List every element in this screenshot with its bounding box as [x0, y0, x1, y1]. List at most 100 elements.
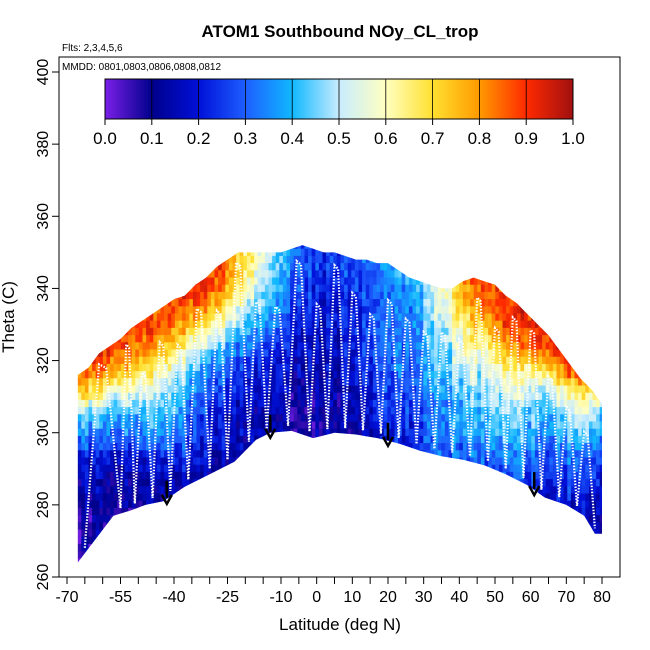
heatmap-cell: [228, 421, 233, 430]
heatmap-cell: [426, 450, 431, 458]
heatmap-cell: [419, 529, 424, 538]
heatmap-cell: [434, 421, 439, 430]
heatmap-cell: [333, 371, 338, 379]
heatmap-cell: [326, 245, 331, 250]
heatmap-cell: [84, 284, 89, 293]
heatmap-cell: [459, 320, 464, 329]
heatmap-cell: [318, 479, 323, 487]
heatmap-cell: [225, 363, 230, 372]
heatmap-cell: [405, 342, 410, 350]
heatmap-cell: [153, 529, 158, 538]
heatmap-cell: [221, 450, 226, 458]
heatmap-cell: [232, 471, 237, 480]
heatmap-cell: [261, 479, 266, 487]
heatmap-cell: [236, 248, 241, 257]
heatmap-cell: [261, 435, 266, 444]
heatmap-cell: [426, 464, 431, 473]
heatmap-cell: [120, 263, 125, 271]
heatmap-cell: [92, 566, 96, 574]
heatmap-cell: [408, 313, 413, 322]
heatmap-cell: [178, 270, 183, 278]
heatmap-cell: [214, 457, 219, 466]
heatmap-cell: [387, 327, 392, 336]
heatmap-cell: [405, 529, 410, 538]
heatmap-cell: [416, 356, 421, 365]
heatmap-cell: [365, 255, 370, 264]
heatmap-cell: [113, 378, 118, 386]
heatmap-cell: [315, 356, 320, 365]
heatmap-cell: [283, 566, 287, 574]
heatmap-cell: [408, 536, 413, 545]
heatmap-cell: [254, 507, 259, 516]
heatmap-cell: [336, 471, 341, 480]
heatmap-cell: [257, 507, 262, 516]
heatmap-cell: [110, 522, 115, 530]
heatmap-cell: [419, 320, 424, 329]
heatmap-cell: [225, 536, 230, 545]
heatmap-cell: [462, 471, 467, 480]
heatmap-cell: [452, 356, 457, 365]
heatmap-cell: [293, 399, 298, 408]
heatmap-cell: [383, 245, 388, 250]
heatmap-cell: [344, 515, 349, 523]
heatmap-cell: [286, 543, 291, 552]
heatmap-cell: [171, 414, 176, 422]
heatmap-cell: [315, 515, 320, 523]
heatmap-cell: [200, 464, 205, 473]
heatmap-cell: [272, 277, 277, 286]
heatmap-cell: [171, 507, 176, 516]
heatmap-cell: [174, 407, 179, 415]
heatmap-cell: [372, 284, 377, 293]
heatmap-cell: [232, 399, 237, 408]
heatmap-cell: [354, 486, 359, 494]
heatmap-cell: [290, 435, 295, 444]
heatmap-cell: [239, 363, 244, 372]
heatmap-cell: [146, 342, 151, 350]
heatmap-cell: [344, 320, 349, 329]
heatmap-cell: [462, 306, 467, 314]
heatmap-cell: [160, 486, 165, 494]
heatmap-cell: [394, 306, 399, 314]
heatmap-cell: [401, 471, 406, 480]
heatmap-cell: [365, 306, 370, 314]
heatmap-cell: [99, 299, 104, 307]
heatmap-cell: [275, 335, 280, 343]
heatmap-cell: [347, 248, 352, 257]
heatmap-cell: [102, 428, 107, 437]
heatmap-cell: [146, 536, 151, 545]
heatmap-cell: [290, 320, 295, 329]
heatmap-cell: [344, 443, 349, 451]
heatmap-cell: [81, 493, 86, 502]
heatmap-cell: [401, 327, 406, 336]
heatmap-cell: [203, 515, 208, 523]
heatmap-cell: [228, 529, 233, 538]
heatmap-cell: [318, 349, 323, 358]
heatmap-cell: [214, 363, 219, 372]
heatmap-cell: [185, 371, 190, 379]
heatmap-cell: [419, 421, 424, 430]
heatmap-cell: [257, 471, 262, 480]
heatmap-cell: [365, 414, 370, 422]
heatmap-cell: [218, 255, 223, 264]
heatmap-cell: [308, 363, 313, 372]
heatmap-cell: [329, 500, 334, 509]
heatmap-cell: [279, 299, 284, 307]
heatmap-cell: [315, 421, 320, 430]
heatmap-cell: [171, 443, 176, 451]
heatmap-cell: [156, 306, 161, 314]
heatmap-cell: [102, 270, 107, 278]
heatmap-cell: [318, 255, 323, 264]
heatmap-cell: [326, 443, 331, 451]
heatmap-cell: [344, 551, 349, 559]
heatmap-cell: [138, 414, 143, 422]
heatmap-cell: [405, 385, 410, 394]
heatmap-cell: [319, 566, 323, 574]
heatmap-cell: [81, 536, 86, 545]
heatmap-cell: [380, 277, 385, 286]
heatmap-cell: [315, 522, 320, 530]
heatmap-cell: [264, 558, 269, 563]
heatmap-cell: [366, 566, 370, 574]
heatmap-cell: [286, 356, 291, 365]
heatmap-cell: [412, 363, 417, 372]
heatmap-cell: [232, 245, 237, 250]
